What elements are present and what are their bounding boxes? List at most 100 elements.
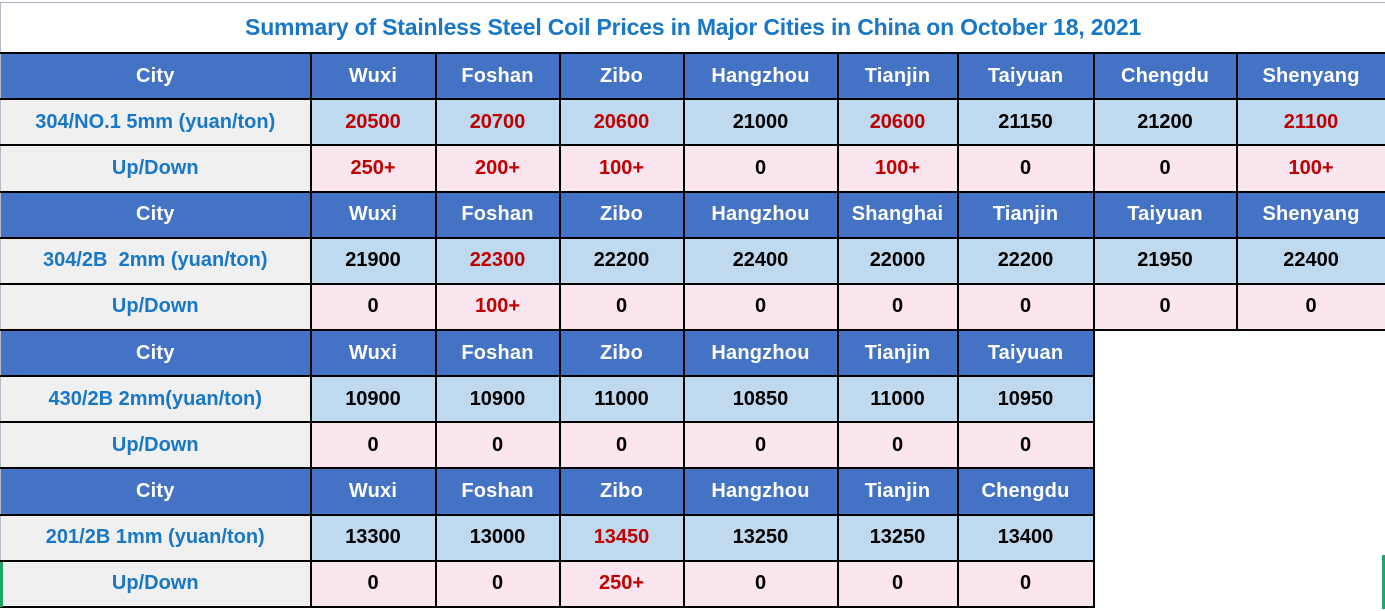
city-header-cell[interactable]: Hangzhou xyxy=(682,190,839,239)
price-cell[interactable]: 11000 xyxy=(836,375,959,424)
selection-border-right xyxy=(1382,555,1385,611)
page-title[interactable]: Summary of Stainless Steel Coil Prices i… xyxy=(0,3,1385,55)
city-header-cell[interactable]: Taiyuan xyxy=(956,328,1095,378)
city-header-cell[interactable]: Tianjin xyxy=(836,52,959,101)
change-cell[interactable]: 100+ xyxy=(1235,144,1385,193)
price-cell[interactable]: 21000 xyxy=(682,98,839,147)
change-cell[interactable]: 0 xyxy=(1092,282,1238,332)
up-down-label[interactable]: Up/Down xyxy=(0,282,312,332)
change-cell[interactable]: 200+ xyxy=(434,144,561,193)
price-cell[interactable]: 22300 xyxy=(434,236,561,285)
price-cell[interactable]: 21100 xyxy=(1235,98,1385,147)
city-header-cell[interactable]: Shanghai xyxy=(836,190,959,239)
price-cell[interactable]: 11000 xyxy=(558,375,685,424)
city-header-cell[interactable]: Shenyang xyxy=(1235,52,1385,101)
city-header-cell[interactable]: Taiyuan xyxy=(956,52,1095,101)
change-cell[interactable]: 0 xyxy=(309,421,437,470)
change-cell[interactable]: 0 xyxy=(956,282,1095,332)
city-header-cell[interactable]: Wuxi xyxy=(309,328,437,378)
city-header-cell[interactable]: Zibo xyxy=(558,328,685,378)
change-cell[interactable]: 250+ xyxy=(558,559,685,609)
change-cell[interactable]: 100+ xyxy=(434,282,561,332)
city-header-cell[interactable]: Wuxi xyxy=(309,52,437,101)
change-cell[interactable]: 0 xyxy=(836,559,959,609)
price-cell[interactable]: 21200 xyxy=(1092,98,1238,147)
change-cell[interactable]: 0 xyxy=(309,559,437,609)
price-cell[interactable]: 22200 xyxy=(558,236,685,285)
city-header-cell[interactable]: Zibo xyxy=(558,467,685,516)
city-header-cell[interactable]: Foshan xyxy=(434,190,561,239)
city-header-cell[interactable]: Hangzhou xyxy=(682,52,839,101)
change-cell[interactable]: 0 xyxy=(558,282,685,332)
city-header-label[interactable]: City xyxy=(0,190,312,239)
price-cell[interactable]: 21900 xyxy=(309,236,437,285)
city-header-cell[interactable]: Hangzhou xyxy=(682,467,839,516)
price-cell[interactable]: 13450 xyxy=(558,513,685,562)
price-cell[interactable]: 20700 xyxy=(434,98,561,147)
change-cell[interactable]: 0 xyxy=(1092,144,1238,193)
city-header-cell[interactable]: Foshan xyxy=(434,52,561,101)
change-cell[interactable]: 0 xyxy=(682,421,839,470)
up-down-label[interactable]: Up/Down xyxy=(0,144,312,193)
price-cell[interactable]: 22200 xyxy=(956,236,1095,285)
change-cell[interactable]: 0 xyxy=(836,282,959,332)
up-down-label[interactable]: Up/Down xyxy=(0,421,312,470)
change-cell[interactable]: 0 xyxy=(836,421,959,470)
product-label[interactable]: 304/NO.1 5mm (yuan/ton) xyxy=(0,98,312,147)
city-header-cell[interactable]: Wuxi xyxy=(309,467,437,516)
change-cell[interactable]: 0 xyxy=(558,421,685,470)
price-cell[interactable]: 13400 xyxy=(956,513,1095,562)
change-cell[interactable]: 0 xyxy=(309,282,437,332)
city-header-cell[interactable]: Shenyang xyxy=(1235,190,1385,239)
product-label[interactable]: 430/2B 2mm(yuan/ton) xyxy=(0,375,312,424)
change-cell[interactable]: 0 xyxy=(434,559,561,609)
price-cell[interactable]: 22400 xyxy=(682,236,839,285)
price-cell[interactable]: 21950 xyxy=(1092,236,1238,285)
price-cell[interactable]: 22400 xyxy=(1235,236,1385,285)
price-cell[interactable]: 20600 xyxy=(558,98,685,147)
change-cell[interactable]: 0 xyxy=(1235,282,1385,332)
price-cell[interactable]: 22000 xyxy=(836,236,959,285)
product-label[interactable]: 304/2B 2mm (yuan/ton) xyxy=(0,236,312,285)
city-header-label[interactable]: City xyxy=(0,467,312,516)
product-label[interactable]: 201/2B 1mm (yuan/ton) xyxy=(0,513,312,562)
city-header-label[interactable]: City xyxy=(0,52,312,101)
change-cell[interactable]: 0 xyxy=(682,282,839,332)
spreadsheet-bottom-strip xyxy=(0,609,1385,611)
price-cell[interactable]: 20600 xyxy=(836,98,959,147)
price-cell[interactable]: 21150 xyxy=(956,98,1095,147)
city-header-cell[interactable]: Foshan xyxy=(434,467,561,516)
change-cell[interactable]: 0 xyxy=(682,144,839,193)
change-cell[interactable]: 100+ xyxy=(558,144,685,193)
city-header-cell[interactable]: Zibo xyxy=(558,52,685,101)
up-down-label[interactable]: Up/Down xyxy=(0,559,312,609)
change-cell[interactable]: 0 xyxy=(434,421,561,470)
city-header-cell[interactable]: Tianjin xyxy=(836,467,959,516)
change-cell[interactable]: 0 xyxy=(682,559,839,609)
change-cell[interactable]: 100+ xyxy=(836,144,959,193)
price-cell[interactable]: 13250 xyxy=(836,513,959,562)
price-cell[interactable]: 13300 xyxy=(309,513,437,562)
change-cell[interactable]: 0 xyxy=(956,421,1095,470)
city-header-cell[interactable]: Chengdu xyxy=(1092,52,1238,101)
city-header-cell[interactable]: Tianjin xyxy=(836,328,959,378)
price-cell[interactable]: 10900 xyxy=(434,375,561,424)
price-cell[interactable]: 10950 xyxy=(956,375,1095,424)
change-cell[interactable]: 250+ xyxy=(309,144,437,193)
city-header-row: City Wuxi Foshan Zibo Hangzhou Tianjin Taiyuan xyxy=(0,328,1385,607)
change-cell[interactable]: 0 xyxy=(956,144,1095,193)
price-cell[interactable]: 20500 xyxy=(309,98,437,147)
city-header-cell[interactable]: Zibo xyxy=(558,190,685,239)
price-cell[interactable]: 10850 xyxy=(682,375,839,424)
change-cell[interactable]: 0 xyxy=(956,559,1095,609)
city-header-cell[interactable]: Taiyuan xyxy=(1092,190,1238,239)
city-header-cell[interactable]: Chengdu xyxy=(956,467,1095,516)
price-cell[interactable]: 10900 xyxy=(309,375,437,424)
city-header-cell[interactable]: Wuxi xyxy=(309,190,437,239)
price-cell[interactable]: 13000 xyxy=(434,513,561,562)
city-header-cell[interactable]: Foshan xyxy=(434,328,561,378)
city-header-label[interactable]: City xyxy=(0,328,312,378)
price-cell[interactable]: 13250 xyxy=(682,513,839,562)
city-header-cell[interactable]: Tianjin xyxy=(956,190,1095,239)
city-header-cell[interactable]: Hangzhou xyxy=(682,328,839,378)
